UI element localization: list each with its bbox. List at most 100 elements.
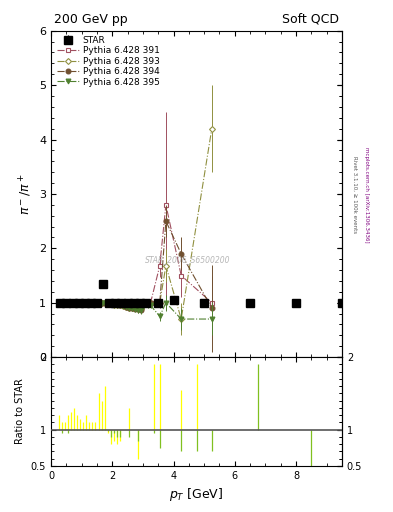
- Pythia 6.428 393: [69, 300, 73, 306]
- Pythia 6.428 391: [136, 305, 141, 311]
- Pythia 6.428 393: [81, 300, 86, 306]
- Pythia 6.428 391: [163, 202, 168, 208]
- Pythia 6.428 394: [118, 302, 122, 308]
- Pythia 6.428 394: [145, 300, 150, 306]
- Pythia 6.428 394: [56, 300, 61, 306]
- Pythia 6.428 391: [84, 300, 89, 306]
- Pythia 6.428 394: [90, 300, 95, 306]
- Pythia 6.428 395: [69, 300, 73, 306]
- Pythia 6.428 391: [145, 300, 150, 306]
- Pythia 6.428 391: [102, 300, 107, 306]
- Pythia 6.428 391: [108, 300, 113, 306]
- Pythia 6.428 394: [87, 300, 92, 306]
- Pythia 6.428 393: [108, 301, 113, 307]
- Pythia 6.428 395: [72, 300, 76, 306]
- Pythia 6.428 393: [179, 316, 184, 322]
- Pythia 6.428 395: [163, 300, 168, 306]
- Text: 200 GeV pp: 200 GeV pp: [54, 13, 128, 26]
- Pythia 6.428 393: [87, 300, 92, 306]
- Pythia 6.428 391: [87, 300, 92, 306]
- Pythia 6.428 391: [118, 302, 122, 308]
- Pythia 6.428 394: [59, 300, 64, 306]
- Pythia 6.428 394: [142, 301, 147, 307]
- Pythia 6.428 394: [62, 300, 67, 306]
- Pythia 6.428 395: [158, 313, 162, 319]
- Pythia 6.428 395: [142, 303, 147, 309]
- Pythia 6.428 395: [59, 300, 64, 306]
- Pythia 6.428 391: [130, 304, 134, 310]
- Pythia 6.428 393: [84, 300, 89, 306]
- Pythia 6.428 391: [69, 300, 73, 306]
- Pythia 6.428 394: [114, 301, 119, 307]
- Pythia 6.428 391: [139, 305, 144, 311]
- Pythia 6.428 393: [121, 303, 125, 309]
- Pythia 6.428 393: [139, 306, 144, 312]
- Pythia 6.428 395: [66, 300, 70, 306]
- Pythia 6.428 395: [127, 305, 132, 311]
- Pythia 6.428 393: [136, 306, 141, 312]
- Pythia 6.428 393: [105, 301, 110, 307]
- Pythia 6.428 394: [209, 305, 214, 311]
- Pythia 6.428 395: [96, 300, 101, 306]
- Text: STAR_2006_S6500200: STAR_2006_S6500200: [145, 254, 231, 264]
- Pythia 6.428 395: [112, 302, 116, 308]
- Pythia 6.428 391: [142, 301, 147, 307]
- Pythia 6.428 391: [59, 300, 64, 306]
- Legend: STAR, Pythia 6.428 391, Pythia 6.428 393, Pythia 6.428 394, Pythia 6.428 395: STAR, Pythia 6.428 391, Pythia 6.428 393…: [54, 33, 162, 89]
- Pythia 6.428 393: [102, 300, 107, 306]
- Pythia 6.428 391: [90, 300, 95, 306]
- Pythia 6.428 391: [133, 305, 138, 311]
- Pythia 6.428 391: [99, 300, 104, 306]
- Pythia 6.428 394: [127, 305, 132, 311]
- Pythia 6.428 394: [99, 300, 104, 306]
- Pythia 6.428 393: [158, 300, 162, 306]
- Pythia 6.428 395: [84, 300, 89, 306]
- Line: Pythia 6.428 391: Pythia 6.428 391: [56, 202, 214, 311]
- Pythia 6.428 395: [62, 300, 67, 306]
- Text: mcplots.cern.ch [arXiv:1306.3436]: mcplots.cern.ch [arXiv:1306.3436]: [364, 147, 369, 242]
- Pythia 6.428 395: [93, 300, 98, 306]
- Pythia 6.428 393: [127, 305, 132, 311]
- Pythia 6.428 394: [78, 300, 83, 306]
- Pythia 6.428 395: [179, 316, 184, 322]
- Pythia 6.428 394: [158, 300, 162, 306]
- Pythia 6.428 391: [75, 300, 79, 306]
- Pythia 6.428 394: [148, 300, 153, 306]
- Line: Pythia 6.428 395: Pythia 6.428 395: [56, 301, 214, 322]
- Pythia 6.428 395: [133, 306, 138, 312]
- Text: Soft QCD: Soft QCD: [282, 13, 339, 26]
- Pythia 6.428 393: [62, 300, 67, 306]
- Pythia 6.428 394: [69, 300, 73, 306]
- Pythia 6.428 393: [78, 300, 83, 306]
- Pythia 6.428 393: [130, 305, 134, 311]
- Pythia 6.428 394: [93, 300, 98, 306]
- Pythia 6.428 394: [179, 251, 184, 257]
- Pythia 6.428 394: [133, 306, 138, 312]
- Pythia 6.428 391: [72, 300, 76, 306]
- Pythia 6.428 393: [66, 300, 70, 306]
- Pythia 6.428 391: [81, 300, 86, 306]
- Pythia 6.428 391: [112, 301, 116, 307]
- Pythia 6.428 391: [96, 300, 101, 306]
- Pythia 6.428 395: [78, 300, 83, 306]
- Pythia 6.428 394: [96, 300, 101, 306]
- Pythia 6.428 393: [163, 263, 168, 269]
- Pythia 6.428 391: [78, 299, 83, 305]
- Pythia 6.428 393: [56, 300, 61, 306]
- Pythia 6.428 395: [108, 301, 113, 307]
- Pythia 6.428 395: [56, 300, 61, 306]
- Pythia 6.428 394: [121, 303, 125, 309]
- Pythia 6.428 393: [72, 300, 76, 306]
- Pythia 6.428 391: [66, 300, 70, 306]
- Pythia 6.428 393: [90, 300, 95, 306]
- Pythia 6.428 391: [209, 300, 214, 306]
- Pythia 6.428 394: [81, 300, 86, 306]
- Pythia 6.428 391: [114, 301, 119, 307]
- Pythia 6.428 391: [127, 304, 132, 310]
- Pythia 6.428 395: [136, 307, 141, 313]
- Y-axis label: Ratio to STAR: Ratio to STAR: [15, 378, 25, 444]
- Pythia 6.428 394: [66, 300, 70, 306]
- Pythia 6.428 391: [105, 300, 110, 306]
- Pythia 6.428 393: [118, 303, 122, 309]
- Pythia 6.428 391: [121, 303, 125, 309]
